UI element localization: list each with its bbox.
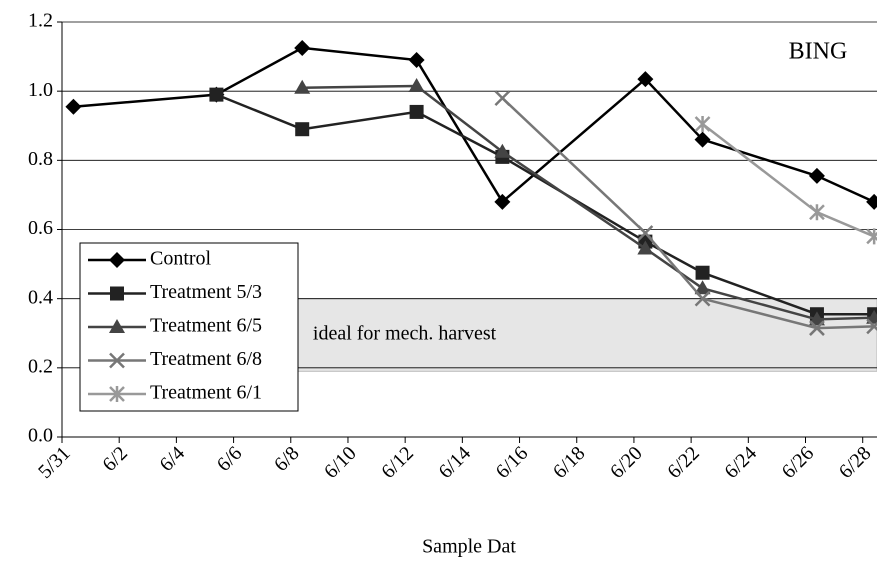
legend-label: Treatment 6/5 xyxy=(150,315,262,337)
data-point xyxy=(408,52,425,69)
y-tick-label: 1.2 xyxy=(28,10,53,32)
data-point xyxy=(808,167,825,184)
x-tick-label: 6/4 xyxy=(156,442,190,476)
series-line xyxy=(701,123,875,238)
x-tick-label: 6/26 xyxy=(778,442,819,483)
ideal-band xyxy=(287,298,877,372)
legend-marker xyxy=(109,386,125,402)
data-point xyxy=(637,71,654,88)
x-tick-label: 6/22 xyxy=(663,442,704,483)
data-point xyxy=(294,39,311,56)
legend-marker xyxy=(109,319,125,333)
legend-marker xyxy=(110,286,124,301)
legend-label: Treatment 5/3 xyxy=(150,281,262,303)
data-point xyxy=(637,225,654,241)
x-tick-label: 6/20 xyxy=(606,442,647,483)
data-point xyxy=(409,104,424,119)
data-point xyxy=(295,122,310,137)
x-tick-label: 6/18 xyxy=(549,442,590,483)
legend-marker xyxy=(109,352,125,369)
data-point xyxy=(866,228,877,245)
data-point xyxy=(294,79,311,94)
data-point xyxy=(408,77,425,92)
x-tick-label: 6/12 xyxy=(377,442,418,483)
band-label: ideal for mech. harvest xyxy=(313,323,497,345)
data-point xyxy=(866,193,877,210)
y-tick-label: 0.0 xyxy=(28,425,53,447)
series-line xyxy=(302,84,875,321)
legend-label: Treatment 6/8 xyxy=(150,348,262,370)
data-point xyxy=(808,311,825,326)
data-point xyxy=(494,193,511,210)
data-point xyxy=(809,204,825,221)
data-point xyxy=(695,265,710,280)
x-tick-label: 6/6 xyxy=(213,442,247,476)
data-point xyxy=(694,116,711,133)
y-tick-label: 0.6 xyxy=(28,217,53,239)
x-tick-label: 6/14 xyxy=(434,442,475,483)
y-tick-label: 0.2 xyxy=(28,355,53,377)
series-line xyxy=(215,93,875,316)
x-tick-label: 6/28 xyxy=(835,442,876,483)
series-line xyxy=(73,46,875,204)
x-tick-label: 6/10 xyxy=(320,442,361,483)
data-point xyxy=(694,131,711,148)
data-point xyxy=(209,87,224,102)
data-point xyxy=(65,98,82,115)
x-tick-label: 5/31 xyxy=(34,442,75,483)
data-point xyxy=(494,143,511,158)
data-point xyxy=(694,290,711,307)
y-tick-label: 0.4 xyxy=(28,286,53,308)
x-tick-label: 6/24 xyxy=(720,442,761,483)
data-point xyxy=(637,240,654,255)
annotation: BING xyxy=(789,39,848,65)
x-axis-title: Sample Dat xyxy=(422,536,516,558)
data-point xyxy=(866,318,877,335)
legend: Control Treatment 5/3 Treatment 6/5 Treatme… xyxy=(88,248,262,404)
legend-label: Control xyxy=(150,248,212,270)
y-tick-label: 0.8 xyxy=(28,148,53,170)
legend-label: Treatment 6/1 xyxy=(150,382,262,404)
legend-marker xyxy=(109,252,125,268)
data-point xyxy=(494,90,511,106)
y-tick-label: 1.0 xyxy=(28,79,53,101)
x-tick-label: 6/8 xyxy=(270,442,304,476)
data-point xyxy=(809,320,825,336)
data-point xyxy=(694,280,711,295)
x-tick-label: 6/16 xyxy=(492,442,533,483)
x-tick-label: 6/2 xyxy=(98,442,132,476)
